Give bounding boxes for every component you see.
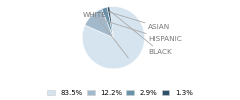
Wedge shape bbox=[107, 7, 114, 38]
Text: BLACK: BLACK bbox=[110, 11, 172, 55]
Wedge shape bbox=[82, 7, 144, 69]
Wedge shape bbox=[85, 9, 114, 38]
Text: WHITE: WHITE bbox=[83, 12, 128, 58]
Text: ASIAN: ASIAN bbox=[107, 11, 170, 30]
Text: HISPANIC: HISPANIC bbox=[95, 18, 182, 42]
Legend: 83.5%, 12.2%, 2.9%, 1.3%: 83.5%, 12.2%, 2.9%, 1.3% bbox=[47, 89, 193, 96]
Wedge shape bbox=[102, 7, 114, 38]
